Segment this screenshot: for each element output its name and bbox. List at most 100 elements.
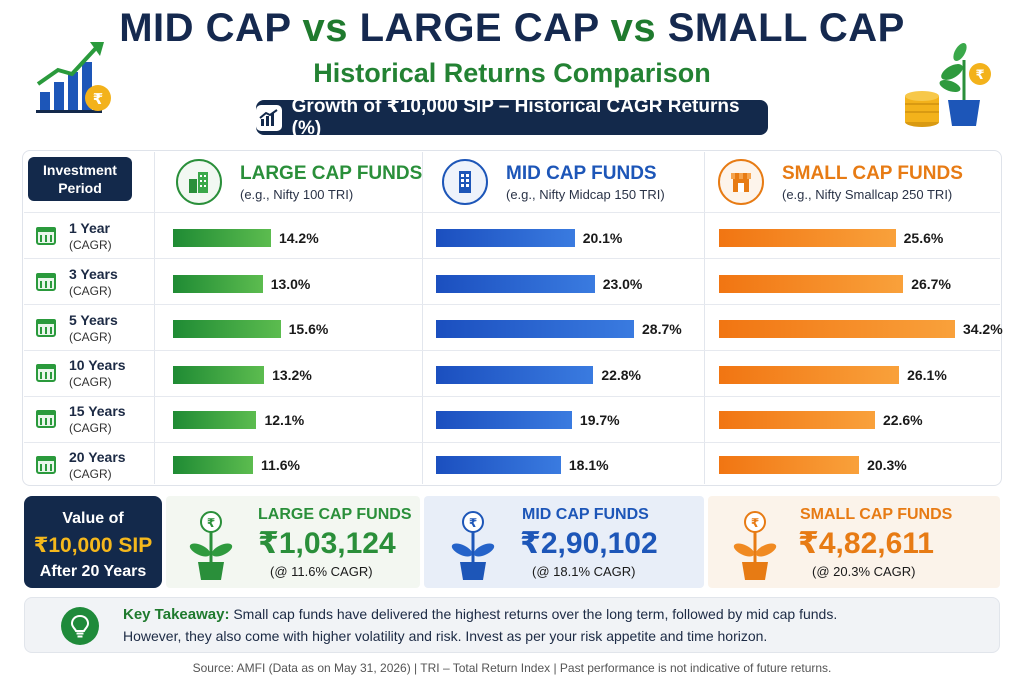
period-sublabel: (CAGR) — [69, 466, 112, 481]
column-divider — [154, 152, 155, 484]
buildings-icon — [176, 159, 222, 205]
title-vs: vs — [610, 6, 657, 50]
column-header-large-cap: LARGE CAP FUNDS (e.g., Nifty 100 TRI) — [176, 157, 422, 207]
period-sublabel: (CAGR) — [69, 374, 112, 389]
bar-1-0 — [436, 229, 575, 247]
period-sublabel: (CAGR) — [69, 329, 112, 344]
takeaway-label: Key Takeaway: — [123, 606, 230, 623]
period-header-line2: Period — [58, 180, 102, 196]
column-title: SMALL CAP FUNDS — [782, 162, 963, 184]
title-small-cap: SMALL CAP — [667, 6, 905, 50]
bar-1-3 — [436, 366, 594, 384]
period-label: 10 Years — [69, 356, 126, 373]
sip-value-box: Value of ₹10,000 SIP After 20 Years — [24, 496, 162, 588]
bar-value-label: 28.7% — [642, 321, 682, 337]
bar-value-label: 26.1% — [907, 367, 947, 383]
takeaway-line2: However, they also come with higher vola… — [123, 628, 768, 644]
sip-value-line1: Value of — [62, 510, 124, 527]
bar-value-label: 20.3% — [867, 457, 907, 473]
calendar-icon — [36, 456, 56, 474]
bar-value-label: 26.7% — [911, 276, 951, 292]
growth-chart-icon — [256, 104, 282, 131]
page-title: MID CAP vs LARGE CAP vs SMALL CAP — [0, 6, 1024, 51]
money-plant-icon: ₹ — [905, 42, 991, 127]
period-label: 15 Years — [69, 402, 126, 419]
period-header: Investment Period — [28, 157, 132, 201]
takeaway-text: Small cap funds have delivered the highe… — [233, 606, 838, 622]
bar-1-1 — [436, 275, 595, 293]
period-header-line1: Investment — [43, 162, 117, 178]
value-card-amount: ₹1,03,124 — [258, 527, 396, 560]
bar-2-2 — [719, 320, 955, 338]
bar-2-0 — [719, 229, 896, 247]
bar-0-0 — [173, 229, 271, 247]
svg-text:₹: ₹ — [975, 67, 984, 82]
row-divider — [24, 442, 1000, 443]
title-mid-cap: MID CAP — [119, 6, 291, 50]
bar-value-label: 22.6% — [882, 412, 923, 428]
period-sublabel: (CAGR) — [69, 283, 112, 298]
period-label: 5 Years — [69, 311, 118, 328]
bar-1-4 — [436, 411, 572, 429]
value-card-mid-cap: ₹ MID CAP FUNDS ₹2,90,102 (@ 18.1% CAGR) — [424, 496, 704, 588]
period-row-3-years: 3 Years (CAGR) — [36, 262, 118, 302]
bar-value-label: 34.2% — [962, 321, 1003, 337]
period-label: 1 Year — [69, 219, 111, 236]
column-title: LARGE CAP FUNDS — [240, 162, 423, 184]
period-row-5-years: 5 Years (CAGR) — [36, 308, 118, 348]
source-footer: Source: AMFI (Data as on May 31, 2026) |… — [192, 661, 832, 675]
bar-value-label: 11.6% — [261, 457, 300, 473]
bar-value-label: 23.0% — [602, 276, 643, 292]
row-divider — [24, 350, 1000, 351]
sip-value-line3: After 20 Years — [39, 563, 147, 580]
bar-value-label: 13.0% — [270, 276, 311, 292]
column-subtitle: (e.g., Nifty 100 TRI) — [240, 186, 354, 202]
title-vs: vs — [302, 6, 348, 50]
bar-0-1 — [173, 275, 263, 293]
bar-0-4 — [173, 411, 257, 429]
svg-text:₹: ₹ — [751, 516, 759, 530]
bar-value-label: 19.7% — [579, 412, 620, 428]
bar-2-1 — [719, 275, 904, 293]
column-subtitle: (e.g., Nifty Midcap 150 TRI) — [506, 186, 665, 202]
value-card-amount: ₹2,90,102 — [520, 527, 658, 560]
bar-value-label: 12.1% — [264, 412, 305, 428]
money-plant-icon: ₹ — [451, 511, 495, 580]
bar-2-3 — [719, 366, 900, 384]
column-header-mid-cap: MID CAP FUNDS (e.g., Nifty Midcap 150 TR… — [442, 157, 665, 207]
value-card-note: (@ 11.6% CAGR) — [270, 564, 373, 579]
calendar-icon — [36, 319, 56, 337]
pill-label: Growth of ₹10,000 SIP – Historical CAGR … — [291, 96, 740, 139]
period-row-1-year: 1 Year (CAGR) — [36, 216, 112, 256]
bar-1-2 — [436, 320, 635, 338]
bar-value-label: 14.2% — [278, 230, 319, 246]
takeaway-line1: Key Takeaway: Small cap funds have deliv… — [123, 606, 837, 623]
office-building-icon — [442, 159, 488, 205]
bar-value-label: 22.8% — [601, 367, 642, 383]
sip-value-amount: ₹10,000 SIP — [33, 534, 153, 557]
period-row-10-years: 10 Years (CAGR) — [36, 353, 126, 393]
bar-2-5 — [719, 456, 860, 474]
column-title: MID CAP FUNDS — [506, 162, 657, 184]
value-card-title: SMALL CAP FUNDS — [800, 506, 953, 523]
lightbulb-icon — [61, 607, 99, 645]
column-header-small-cap: SMALL CAP FUNDS (e.g., Nifty Smallcap 25… — [718, 157, 963, 207]
value-card-title: LARGE CAP FUNDS — [258, 506, 412, 523]
value-card-title: MID CAP FUNDS — [522, 506, 649, 523]
bar-value-label: 13.2% — [272, 367, 312, 383]
column-divider — [704, 152, 705, 484]
svg-text:₹: ₹ — [93, 91, 103, 108]
calendar-icon — [36, 273, 56, 291]
calendar-icon — [36, 364, 56, 382]
row-divider — [24, 212, 1000, 213]
column-divider — [422, 152, 423, 484]
value-card-small-cap: ₹ SMALL CAP FUNDS ₹4,82,611 (@ 20.3% CAG… — [708, 496, 1000, 588]
value-card-note: (@ 20.3% CAGR) — [812, 564, 916, 579]
bar-0-3 — [173, 366, 265, 384]
bar-0-2 — [173, 320, 281, 338]
row-divider — [24, 304, 1000, 305]
calendar-icon — [36, 410, 56, 428]
svg-text:₹: ₹ — [469, 516, 477, 530]
title-large-cap: LARGE CAP — [359, 6, 599, 50]
bar-1-5 — [436, 456, 561, 474]
